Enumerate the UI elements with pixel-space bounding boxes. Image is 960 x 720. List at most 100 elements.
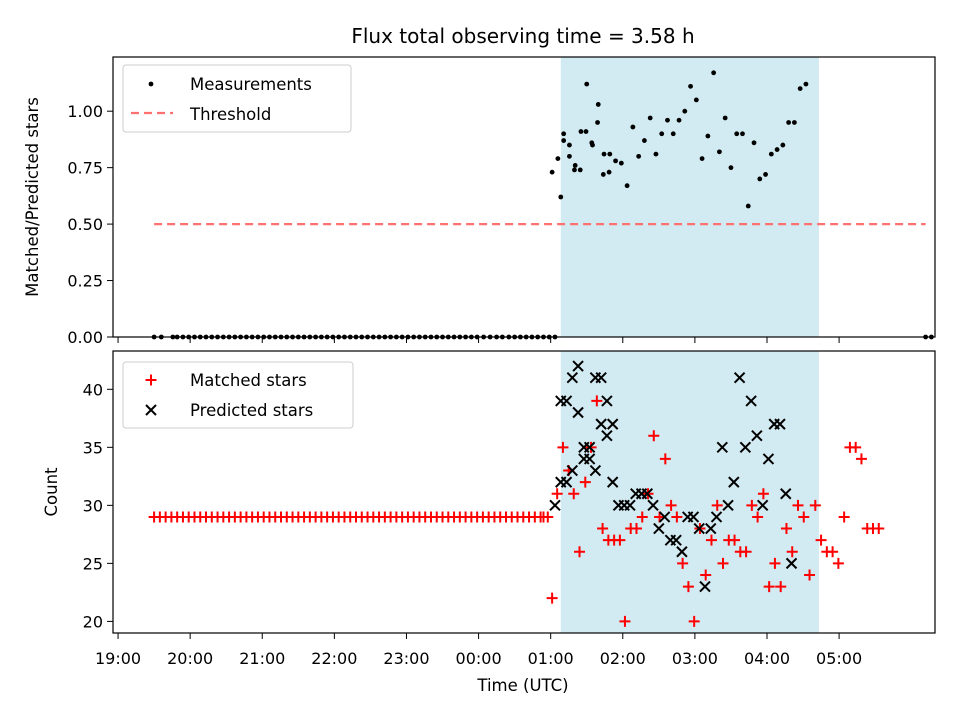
measurement-point xyxy=(803,81,809,87)
matched-star-point xyxy=(855,453,867,465)
predicted-star-point xyxy=(699,580,711,593)
bottom-legend: Matched stars Predicted stars xyxy=(122,361,354,429)
legend-threshold-label: Threshold xyxy=(189,105,271,124)
measurement-point xyxy=(791,120,797,125)
predicted-star-point xyxy=(751,430,763,442)
measurement-point xyxy=(595,102,601,107)
matched-star-point xyxy=(729,534,741,546)
measurement-point xyxy=(670,131,676,137)
matched-star-point xyxy=(717,557,729,569)
measurement-point xyxy=(561,131,567,137)
measurement-point xyxy=(797,86,803,92)
measurement-point xyxy=(600,172,606,177)
predicted-star-point xyxy=(647,499,659,512)
predicted-star-point xyxy=(722,499,734,512)
top-y-tick-label: 0.25 xyxy=(67,272,103,291)
matched-star-point xyxy=(815,534,827,546)
measurement-point xyxy=(558,194,564,200)
bottom-y-tick-label: 20 xyxy=(83,612,103,631)
top-y-tick-label: 0.75 xyxy=(67,159,103,178)
x-tick-label: 01:00 xyxy=(528,649,574,668)
legend-matched-label: Matched stars xyxy=(190,371,307,390)
matched-star-point xyxy=(786,546,798,558)
measurement-point xyxy=(647,115,653,121)
predicted-star-point xyxy=(687,511,700,523)
predicted-star-point xyxy=(595,418,607,430)
matched-star-point xyxy=(752,511,764,523)
predicted-star-point xyxy=(756,499,769,512)
x-tick-label: 19:00 xyxy=(95,649,141,668)
legend-measurements-label: Measurements xyxy=(190,75,312,94)
matched-star-point xyxy=(591,395,603,407)
measurement-point xyxy=(601,151,607,157)
legend-predicted-label: Predicted stars xyxy=(190,401,313,420)
matched-star-point xyxy=(574,546,586,558)
matched-star-point xyxy=(677,557,689,569)
bottom-axes-frame xyxy=(112,350,936,634)
bottom-y-tick-label: 25 xyxy=(83,554,103,573)
predicted-star-point xyxy=(566,371,579,384)
matched-star-point xyxy=(542,511,554,523)
predicted-star-point xyxy=(566,464,579,477)
measurement-point xyxy=(728,165,734,171)
measurement-point xyxy=(584,81,590,87)
legend-predicted-marker xyxy=(145,404,157,416)
matched-star-point xyxy=(873,523,885,535)
matched-star-point xyxy=(832,557,844,569)
matched-star-point xyxy=(809,499,821,511)
measurement-point xyxy=(549,169,555,175)
predicted-star-point xyxy=(780,488,792,500)
predicted-star-point xyxy=(583,453,596,465)
predicted-star-point xyxy=(710,511,723,523)
matched-star-point xyxy=(757,488,769,500)
bottom-panel: 20 25 30 35 40 19:00 20:00 21:00 22:00 23:00 00:00… xyxy=(83,350,936,668)
measurement-point xyxy=(768,151,774,157)
measurement-point xyxy=(711,70,717,76)
matched-star-point xyxy=(630,523,642,535)
matched-star-point xyxy=(700,569,712,581)
predicted-star-point xyxy=(670,534,682,546)
predicted-star-point xyxy=(560,395,573,407)
measurement-point xyxy=(583,129,589,134)
predicted-star-point xyxy=(653,522,665,535)
measurement-point xyxy=(630,124,636,130)
measurement-point xyxy=(751,140,757,146)
matched-star-point xyxy=(557,441,569,453)
measurement-point xyxy=(717,149,722,155)
measurement-point xyxy=(653,151,659,157)
measurement-point xyxy=(567,153,572,159)
measurement-point xyxy=(624,183,630,189)
bottom-y-axis-label: Count xyxy=(42,467,61,517)
matched-star-point xyxy=(769,557,781,569)
top-y-tick-label: 1.00 xyxy=(67,102,103,121)
legend-measurements-marker xyxy=(148,81,154,87)
measurement-point xyxy=(682,108,688,114)
x-tick-label: 21:00 xyxy=(239,649,285,668)
matched-star-point xyxy=(568,488,580,500)
measurement-point xyxy=(665,117,670,123)
measurement-point xyxy=(642,138,647,143)
bottom-y-tick-label: 40 xyxy=(83,380,103,399)
predicted-star-point xyxy=(572,360,584,372)
top-y-tick-label: 0.00 xyxy=(67,328,103,347)
predicted-star-point xyxy=(549,499,561,512)
x-tick-label: 20:00 xyxy=(167,649,213,668)
matched-star-point xyxy=(648,430,660,442)
top-panel: 0.00 0.25 0.50 0.75 1.00 Measurements Threshol… xyxy=(67,56,936,347)
matched-star-point xyxy=(546,592,558,604)
measurement-point xyxy=(699,156,705,162)
predicted-star-point xyxy=(589,464,602,477)
predicted-star-point xyxy=(693,522,705,535)
x-tick-label: 23:00 xyxy=(383,649,429,668)
matched-star-point xyxy=(705,534,717,546)
matched-star-point xyxy=(763,581,775,593)
matched-star-point xyxy=(619,615,631,627)
measurement-point xyxy=(740,131,745,137)
measurement-point xyxy=(676,117,682,123)
bottom-legend-box xyxy=(122,361,354,429)
measurement-point xyxy=(757,176,763,182)
predicted-star-point xyxy=(606,476,619,488)
predicted-star-point xyxy=(745,395,757,407)
matched-star-point xyxy=(551,488,563,500)
matched-star-point xyxy=(614,534,626,546)
